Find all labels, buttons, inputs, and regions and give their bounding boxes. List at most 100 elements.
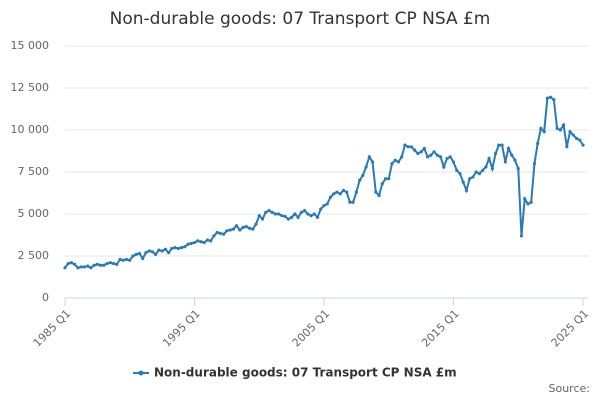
point	[254, 222, 258, 226]
point	[231, 227, 235, 231]
point	[380, 182, 384, 186]
point	[416, 151, 420, 156]
source: Source:	[549, 382, 591, 395]
point	[63, 266, 67, 270]
point	[500, 143, 504, 147]
point	[574, 136, 579, 140]
point	[468, 177, 472, 181]
point	[105, 261, 109, 266]
point	[157, 248, 161, 252]
point	[345, 190, 349, 194]
point	[218, 231, 222, 235]
point	[144, 251, 148, 255]
point	[241, 225, 245, 230]
point	[364, 165, 368, 169]
point	[497, 143, 501, 147]
point	[532, 162, 537, 166]
point	[455, 168, 459, 172]
point	[568, 130, 572, 134]
point	[315, 215, 320, 219]
point	[302, 209, 307, 213]
point	[167, 251, 171, 255]
point	[73, 262, 77, 266]
point	[154, 252, 158, 256]
point	[341, 188, 346, 193]
point	[484, 165, 488, 169]
point	[571, 133, 575, 137]
chart-title: Non-durable goods: 07 Transport CP NSA £…	[110, 9, 491, 29]
point	[121, 258, 125, 262]
point	[552, 98, 556, 102]
point	[413, 148, 417, 152]
point	[102, 263, 106, 267]
point	[163, 247, 167, 251]
point	[128, 258, 132, 262]
point	[445, 156, 449, 161]
point	[234, 224, 239, 228]
point	[244, 225, 248, 229]
point	[503, 160, 507, 164]
point	[338, 192, 342, 196]
point	[312, 212, 316, 216]
point	[319, 207, 323, 211]
point	[108, 261, 112, 265]
point	[92, 263, 96, 267]
point	[542, 130, 546, 134]
point	[199, 240, 203, 244]
point	[403, 143, 407, 147]
point	[115, 262, 119, 266]
point	[383, 177, 388, 181]
point	[160, 249, 164, 253]
point	[545, 96, 549, 100]
point	[264, 210, 268, 214]
point	[309, 214, 313, 218]
point	[141, 256, 145, 261]
point	[76, 266, 80, 270]
legend-marker	[138, 370, 144, 376]
point	[296, 215, 300, 219]
x-tick-label: 1985 Q1	[31, 307, 74, 350]
point	[202, 240, 206, 245]
point	[510, 153, 514, 157]
point	[474, 170, 478, 174]
point	[367, 155, 371, 159]
point	[432, 150, 436, 154]
point	[111, 261, 116, 266]
point	[370, 160, 375, 164]
x-tick-label: 2025 Q1	[549, 307, 592, 350]
point	[581, 143, 585, 147]
point	[374, 190, 378, 194]
point	[131, 254, 135, 258]
point	[192, 240, 197, 245]
point	[438, 155, 443, 159]
point	[549, 95, 553, 99]
point	[555, 126, 559, 130]
y-tick-label: 12 500	[11, 81, 50, 94]
y-tick-label: 2 500	[18, 249, 50, 262]
point	[209, 239, 213, 243]
point	[183, 245, 187, 249]
point	[137, 251, 142, 256]
point	[536, 141, 540, 146]
point	[205, 238, 210, 242]
point	[448, 155, 452, 159]
point	[215, 230, 219, 235]
point	[86, 264, 90, 268]
point	[409, 145, 414, 149]
point	[299, 210, 303, 214]
point	[82, 265, 87, 269]
point	[290, 215, 294, 219]
point	[458, 172, 462, 176]
point	[251, 227, 255, 231]
point	[348, 200, 352, 204]
point	[506, 146, 511, 151]
point	[477, 172, 481, 176]
point	[493, 151, 498, 156]
point	[286, 217, 290, 221]
point	[464, 188, 469, 193]
point	[565, 145, 569, 149]
point	[429, 153, 433, 157]
point	[247, 226, 252, 230]
point	[377, 193, 381, 198]
point	[578, 138, 582, 142]
